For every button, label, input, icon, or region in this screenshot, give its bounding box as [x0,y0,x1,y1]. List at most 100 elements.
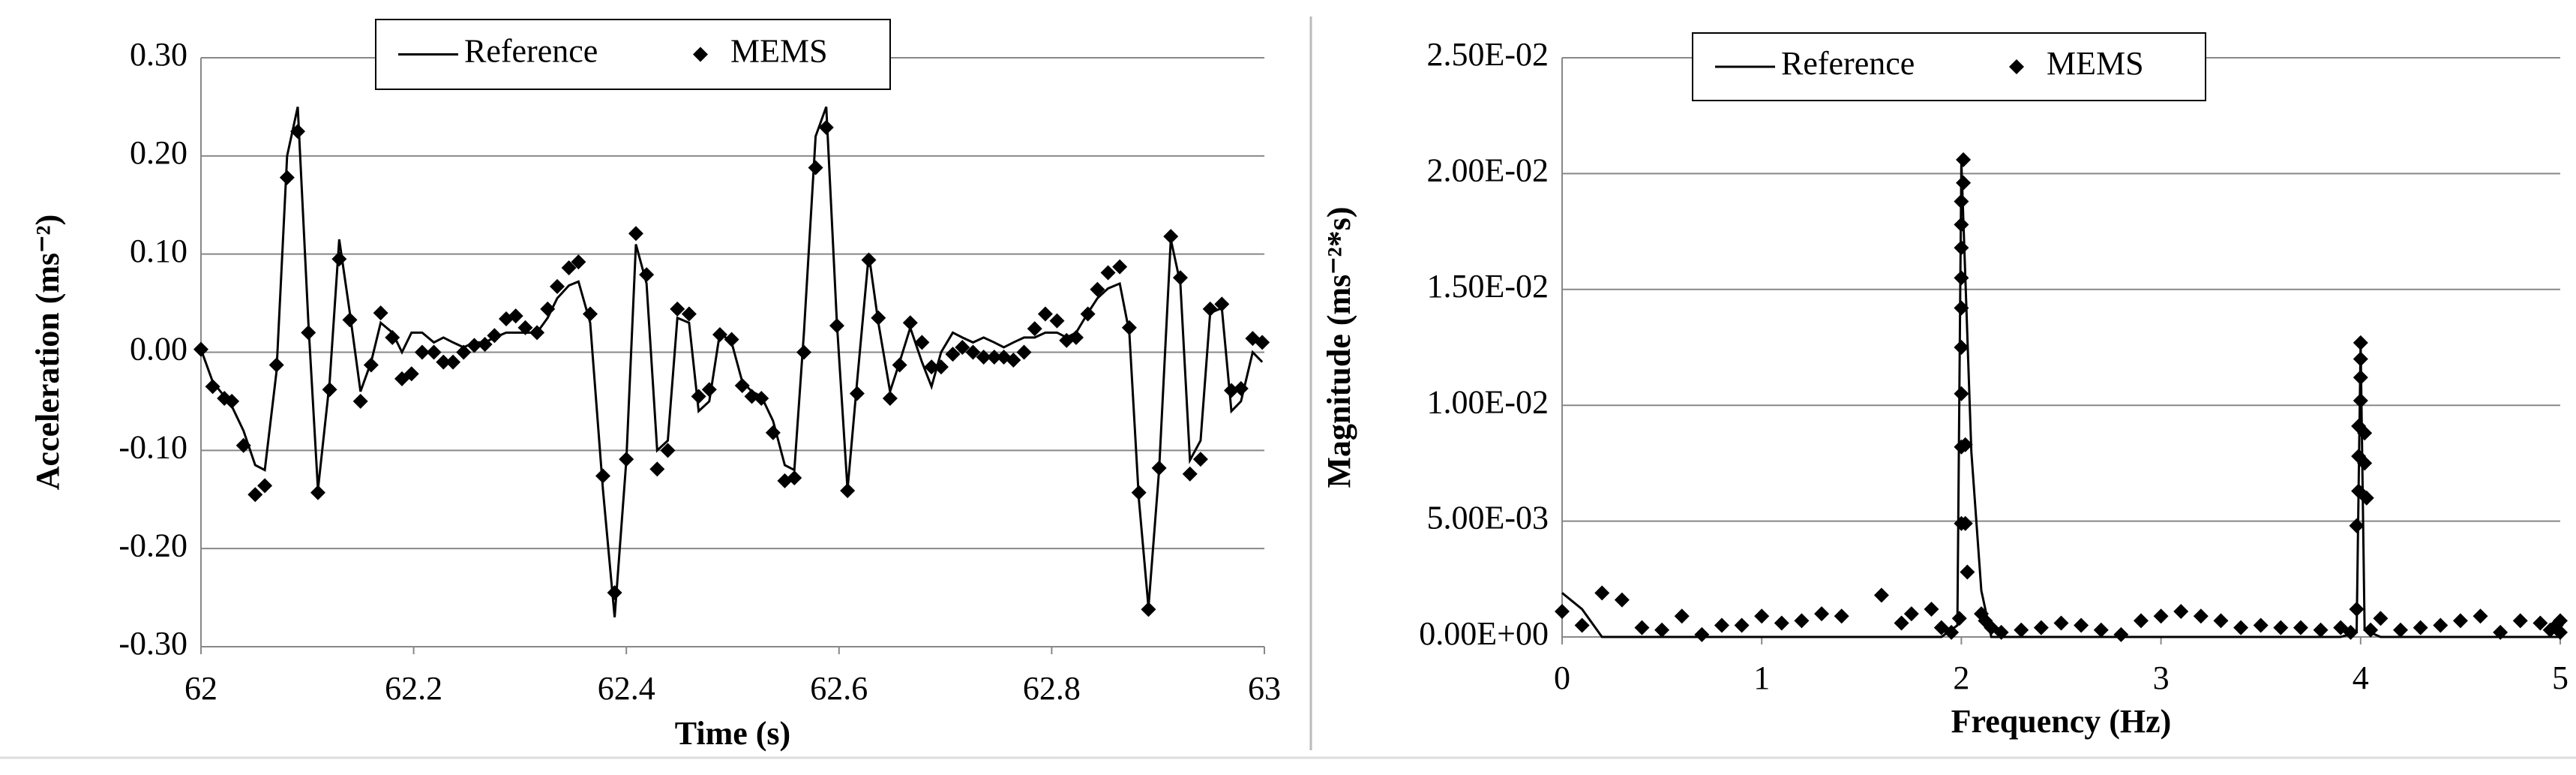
marker [670,301,685,317]
marker [310,485,325,500]
marker [1714,617,1729,633]
marker [352,393,368,409]
marker [193,341,208,357]
marker [445,354,461,370]
marker [1100,265,1116,281]
marker [2512,613,2528,629]
x-tick-label: 62.6 [810,670,868,707]
marker [1993,624,2009,640]
marker [1192,452,1208,467]
marker [829,318,844,334]
y-tick-label: -0.10 [118,428,187,465]
marker [849,386,865,401]
marker [965,344,981,360]
marker [882,390,898,406]
marker [1674,608,1690,624]
marker [933,359,949,375]
x-tick-label: 62 [184,670,217,707]
marker [1049,313,1065,329]
y-tick-label: 1.00E-02 [1426,383,1549,420]
marker [1182,466,1198,482]
marker [1555,604,1570,620]
y-tick-label: 2.50E-02 [1426,36,1549,73]
marker [1754,608,1770,624]
marker [1954,340,1969,355]
marker [1954,194,1969,209]
marker [2014,622,2029,638]
x-tick-label: 0 [1554,659,1570,696]
marker [1574,617,1590,633]
marker [2273,620,2289,635]
marker [2493,624,2509,640]
marker [268,357,284,373]
marker [331,251,347,267]
marker [871,310,886,326]
legend-label: Reference [464,33,598,70]
marker [1954,270,1969,286]
marker [2173,604,2189,620]
marker [619,452,634,467]
marker [724,332,739,347]
marker [2353,370,2368,386]
marker [2253,617,2269,633]
marker [301,325,316,341]
marker [1924,601,1939,617]
marker [628,226,643,242]
marker [2533,615,2548,631]
marker [1121,320,1137,335]
chart: 0.00E+00 5.00E-03 1.00E-02 1.50E-02 2.00E-02… [1321,32,2569,740]
marker [1954,217,1969,233]
marker [1960,564,1975,580]
marker [639,267,655,283]
marker [2357,455,2373,471]
marker [1734,617,1750,633]
marker [403,366,419,382]
marker [1903,606,1919,622]
x-tick-label: 62.2 [385,670,442,707]
marker [1006,352,1021,368]
x-tick-label: 2 [1953,659,1969,696]
marker [1131,485,1147,500]
marker [436,354,451,370]
y-tick-label: 5.00E-03 [1426,500,1549,536]
marker [385,329,400,345]
marker [2074,617,2089,633]
marker [224,393,240,409]
marker [1151,460,1167,476]
marker [754,390,769,406]
marker [955,339,970,355]
marker [1956,175,1972,191]
y-tick-label: 0.30 [130,36,187,73]
marker [712,326,727,342]
marker [945,347,961,362]
y-tick-label: 0.10 [130,233,187,269]
marker [279,170,295,185]
marker [1090,281,1105,297]
marker [1894,615,1909,631]
chart: -0.30 -0.20 -0.10 0.00 0.10 0.20 0.30 62 62.2 62.… [29,19,1281,752]
marker [796,344,812,360]
legend-box [375,19,891,90]
marker [1944,624,1960,640]
marker [1141,602,1156,617]
marker [529,325,545,341]
marker [2363,622,2379,638]
marker [1080,306,1096,322]
marker [561,260,577,275]
marker [2313,622,2329,638]
x-tick-label: 5 [2552,659,2569,696]
marker [840,482,856,498]
marker [290,124,306,140]
marker [1027,321,1042,337]
marker [2353,335,2368,350]
marker [787,470,802,485]
x-tick-label: 3 [2153,659,2170,696]
x-tick-label: 62.4 [598,670,655,707]
legend-box [1692,32,2206,101]
marker [257,478,273,494]
marker [205,379,220,395]
marker [2452,613,2468,629]
marker [976,350,991,365]
marker [1634,620,1650,635]
